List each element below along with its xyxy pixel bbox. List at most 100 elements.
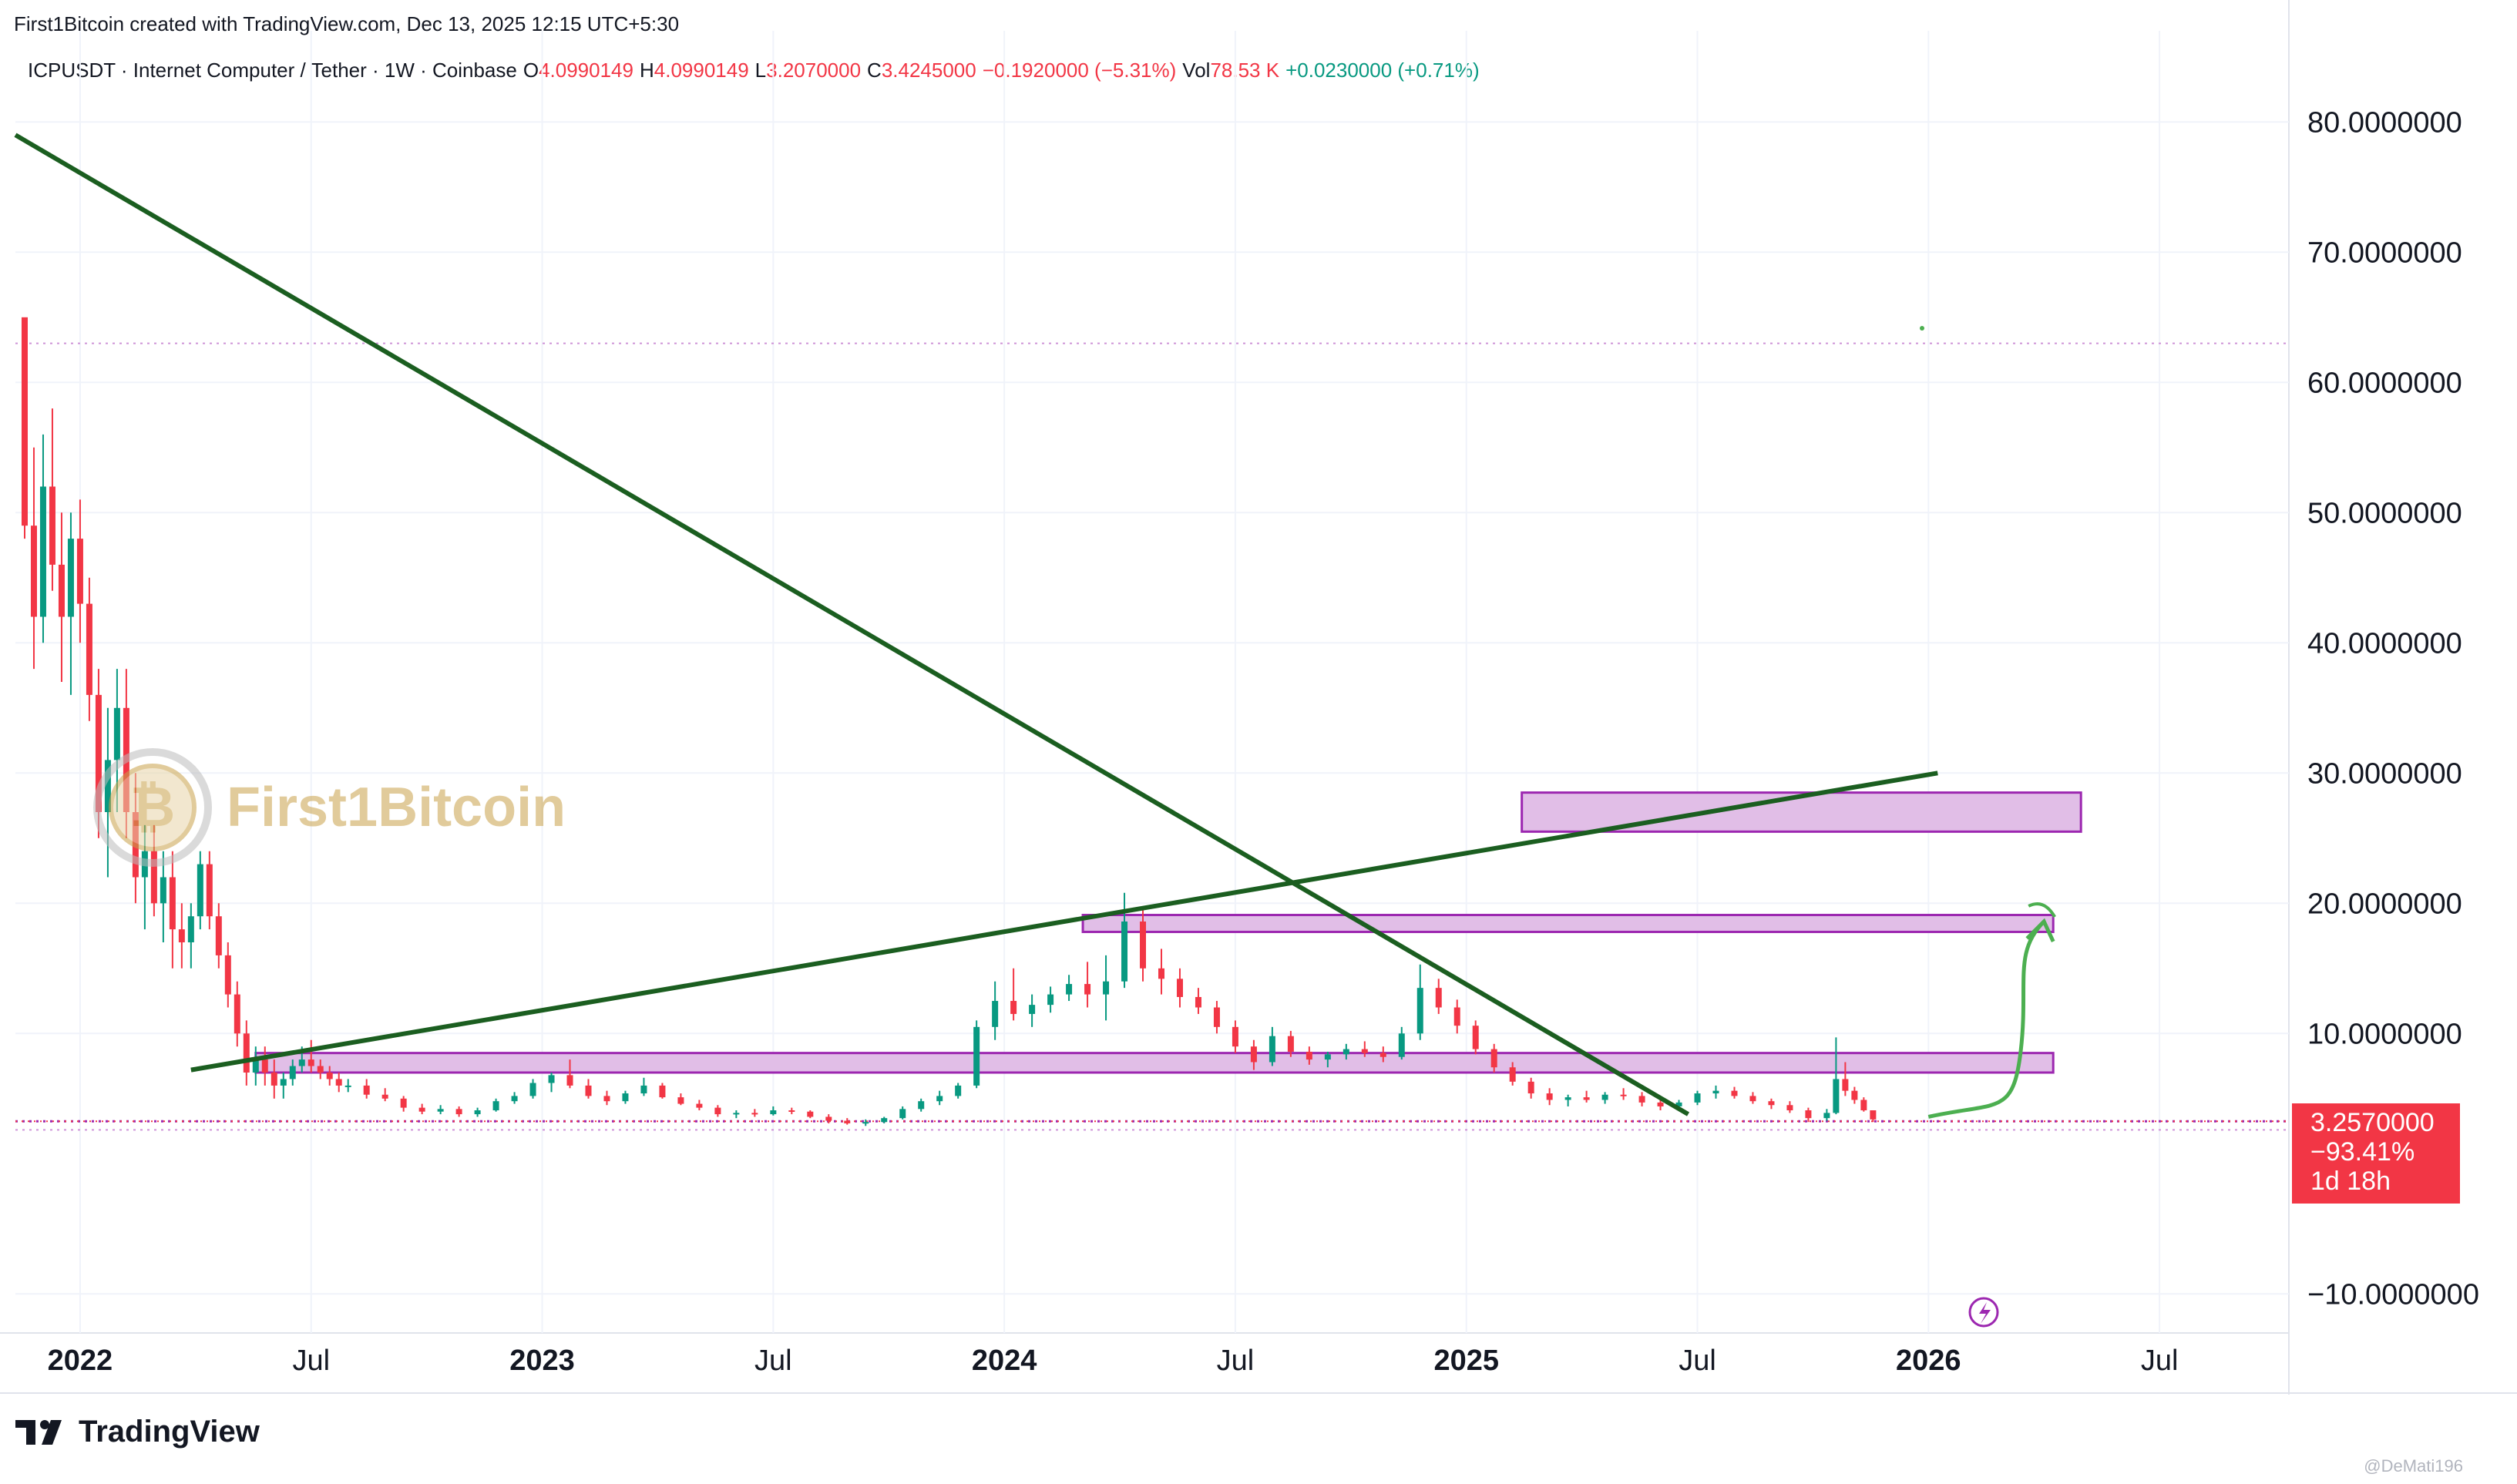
candle-body — [1324, 1054, 1331, 1060]
candle — [1860, 1097, 1867, 1112]
candle-body — [344, 1085, 351, 1087]
candle — [1232, 1020, 1238, 1053]
candle-body — [1583, 1097, 1590, 1100]
y-tick-label: 60.0000000 — [2307, 367, 2462, 399]
y-tick-label: 80.0000000 — [2307, 106, 2462, 139]
candle-body — [1601, 1094, 1608, 1100]
candle — [603, 1090, 610, 1106]
time-axis: 2022 Jul 2023 Jul 2024 Jul 2025 Jul 2026 Jul — [48, 1345, 2179, 1377]
candle — [261, 1046, 268, 1086]
candle-body — [1047, 994, 1054, 1006]
candle-body — [150, 851, 157, 904]
candle-body — [529, 1083, 536, 1096]
candle-body — [825, 1116, 832, 1121]
candle-body — [224, 955, 231, 995]
attribution: First1Bitcoin created with TradingView.c… — [14, 12, 680, 35]
candle — [973, 1020, 980, 1089]
candle-body — [1010, 1001, 1017, 1014]
candle-body — [936, 1096, 943, 1102]
candle-body — [751, 1113, 758, 1115]
candle — [1379, 1046, 1386, 1063]
reference-levels — [15, 326, 2289, 1131]
candle — [548, 1073, 555, 1093]
candle — [326, 1066, 333, 1086]
candle-body — [1398, 1033, 1405, 1057]
candle-body — [881, 1118, 888, 1123]
candle — [243, 1020, 250, 1086]
candle — [844, 1118, 851, 1125]
candle — [1250, 1039, 1257, 1070]
low-label: L — [754, 59, 767, 82]
candle — [335, 1073, 342, 1093]
candle-body — [1842, 1079, 1849, 1091]
y-tick-label: 70.0000000 — [2307, 237, 2462, 269]
candle — [770, 1106, 777, 1116]
open-label: O — [523, 59, 539, 82]
candle-body — [104, 760, 111, 812]
candle — [1195, 988, 1201, 1014]
candle-body — [585, 1085, 592, 1096]
candle-body — [280, 1079, 287, 1086]
candle-body — [492, 1101, 499, 1111]
candle — [289, 1059, 296, 1086]
candle-body — [1306, 1051, 1312, 1060]
candle — [1851, 1086, 1858, 1104]
candle-body — [271, 1073, 277, 1086]
candle — [437, 1105, 444, 1115]
candle — [67, 512, 74, 695]
candle — [160, 851, 166, 942]
symbol-line[interactable]: ICPUSDT · Internet Computer / Tether · 1… — [28, 59, 517, 82]
tradingview-logo-icon — [15, 1419, 62, 1445]
candle-body — [770, 1110, 777, 1115]
candle — [49, 408, 55, 591]
candle-body — [160, 877, 166, 904]
candle-body — [1860, 1100, 1867, 1111]
candle-body — [169, 877, 176, 930]
y-tick-label: −10.0000000 — [2307, 1278, 2479, 1311]
candle-body — [1546, 1093, 1553, 1100]
candle — [1287, 1030, 1294, 1057]
candle — [317, 1059, 324, 1079]
marker-dot — [1920, 326, 1924, 331]
candle — [1213, 1001, 1220, 1034]
candle — [1047, 986, 1054, 1013]
candle-body — [1768, 1101, 1775, 1106]
candle-body — [30, 525, 37, 617]
candle — [280, 1073, 287, 1099]
candle — [455, 1106, 462, 1117]
candle-body — [622, 1093, 629, 1102]
flash-icon-bolt — [1979, 1302, 1991, 1324]
candle-body — [1066, 984, 1073, 995]
candle — [659, 1083, 666, 1099]
candle-body — [363, 1085, 370, 1095]
candle — [1768, 1098, 1775, 1110]
candle — [1805, 1107, 1812, 1123]
candle — [363, 1079, 370, 1099]
candle-body — [335, 1079, 342, 1086]
candle-body — [603, 1096, 610, 1102]
candle-body — [696, 1103, 703, 1108]
candle-body — [206, 864, 213, 917]
watermark-text: First1Bitcoin — [227, 777, 566, 838]
candle-body — [95, 694, 102, 812]
candle — [381, 1088, 388, 1102]
x-tick-label: Jul — [2141, 1345, 2179, 1377]
candle — [1749, 1092, 1756, 1104]
symbol-info-line: ICPUSDT · Internet Computer / Tether · 1… — [28, 59, 1480, 82]
trendline — [190, 771, 1938, 1073]
candle-body — [733, 1113, 740, 1115]
candle-body — [1731, 1090, 1738, 1096]
candle-body — [1176, 979, 1183, 997]
candle — [187, 903, 194, 969]
flash-icon[interactable] — [1968, 1297, 1999, 1328]
tradingview-logo[interactable]: TradingView — [15, 1415, 260, 1449]
candle — [1620, 1088, 1627, 1100]
price-change: −0.1920000 (−5.31%) — [982, 59, 1177, 82]
candle-body — [21, 317, 28, 526]
candle-body — [215, 916, 222, 955]
candle-body — [1620, 1094, 1627, 1096]
x-tick-label: Jul — [1679, 1345, 1716, 1377]
candle — [474, 1107, 481, 1117]
x-tick-label: 2025 — [1433, 1345, 1499, 1377]
